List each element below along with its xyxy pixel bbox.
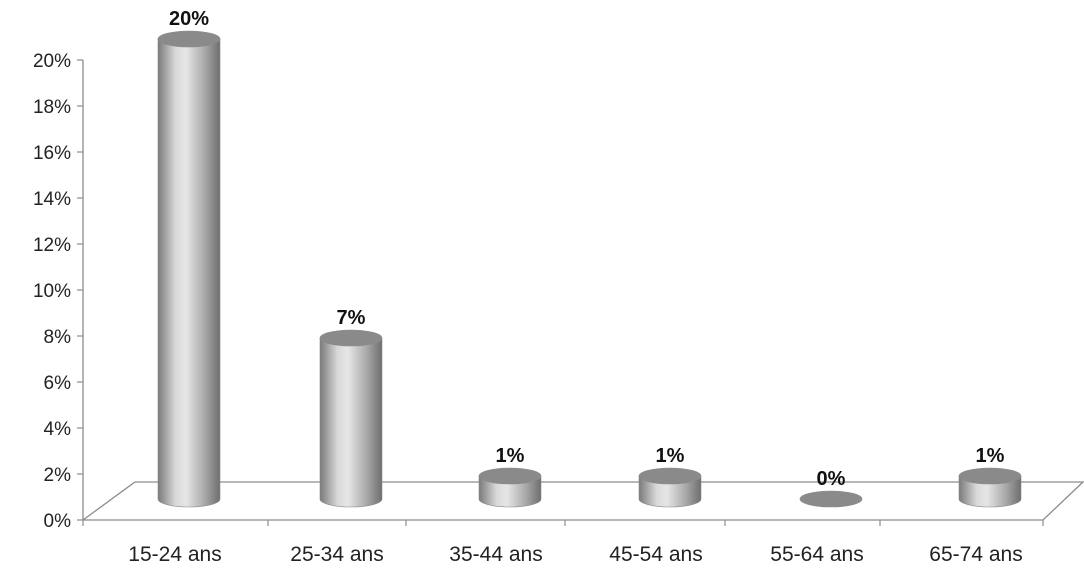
bar	[638, 467, 702, 508]
x-tick-label: 45-54 ans	[609, 543, 702, 566]
y-tick-label: 14%	[33, 189, 71, 210]
y-tick-label: 4%	[44, 419, 72, 440]
x-tick-label: 35-44 ans	[449, 543, 542, 566]
y-tick-label: 20%	[33, 51, 71, 72]
data-labels: 20% 7% 1% 1% 0% 1%	[169, 8, 1005, 490]
data-label: 20%	[169, 8, 209, 30]
bar-top	[638, 467, 702, 485]
y-tick-label: 12%	[33, 235, 71, 256]
y-tick-label: 10%	[33, 281, 71, 302]
bar-body	[638, 475, 702, 508]
bar	[157, 30, 221, 508]
bar	[799, 490, 863, 508]
bar-body	[157, 38, 221, 508]
bar-top	[478, 467, 542, 485]
y-tick-label: 8%	[44, 327, 72, 348]
y-tick-label: 18%	[33, 97, 71, 118]
category-labels: 15-24 ans 25-34 ans 35-44 ans 45-54 ans 55-6…	[128, 543, 1022, 566]
bar-top	[799, 490, 863, 508]
data-label: 7%	[337, 307, 366, 329]
data-label: 1%	[976, 445, 1005, 467]
bar	[319, 329, 383, 508]
axis-floor	[82, 60, 1084, 521]
bar-body	[478, 475, 542, 508]
x-tick-label: 15-24 ans	[128, 543, 221, 566]
x-tick-label: 55-64 ans	[770, 543, 863, 566]
data-label: 1%	[496, 445, 525, 467]
bar-top	[958, 467, 1022, 485]
bar-body	[958, 475, 1022, 508]
bar	[478, 467, 542, 508]
bar-top	[157, 30, 221, 48]
bar-body	[319, 337, 383, 508]
x-tick-label: 25-34 ans	[290, 543, 383, 566]
data-label: 1%	[656, 445, 685, 467]
y-tick-label: 16%	[33, 143, 71, 164]
bar-top	[319, 329, 383, 347]
y-tick-label: 6%	[44, 373, 72, 394]
data-label: 0%	[817, 468, 846, 490]
x-tick-label: 65-74 ans	[929, 543, 1022, 566]
bar	[958, 467, 1022, 508]
y-axis-ticks: 0% 2% 4% 6% 8% 10% 12% 14% 16% 18% 20%	[33, 51, 83, 532]
y-tick-label: 2%	[44, 465, 72, 486]
axes	[82, 60, 1084, 526]
y-tick-label: 0%	[44, 511, 72, 532]
bars	[157, 30, 1022, 508]
